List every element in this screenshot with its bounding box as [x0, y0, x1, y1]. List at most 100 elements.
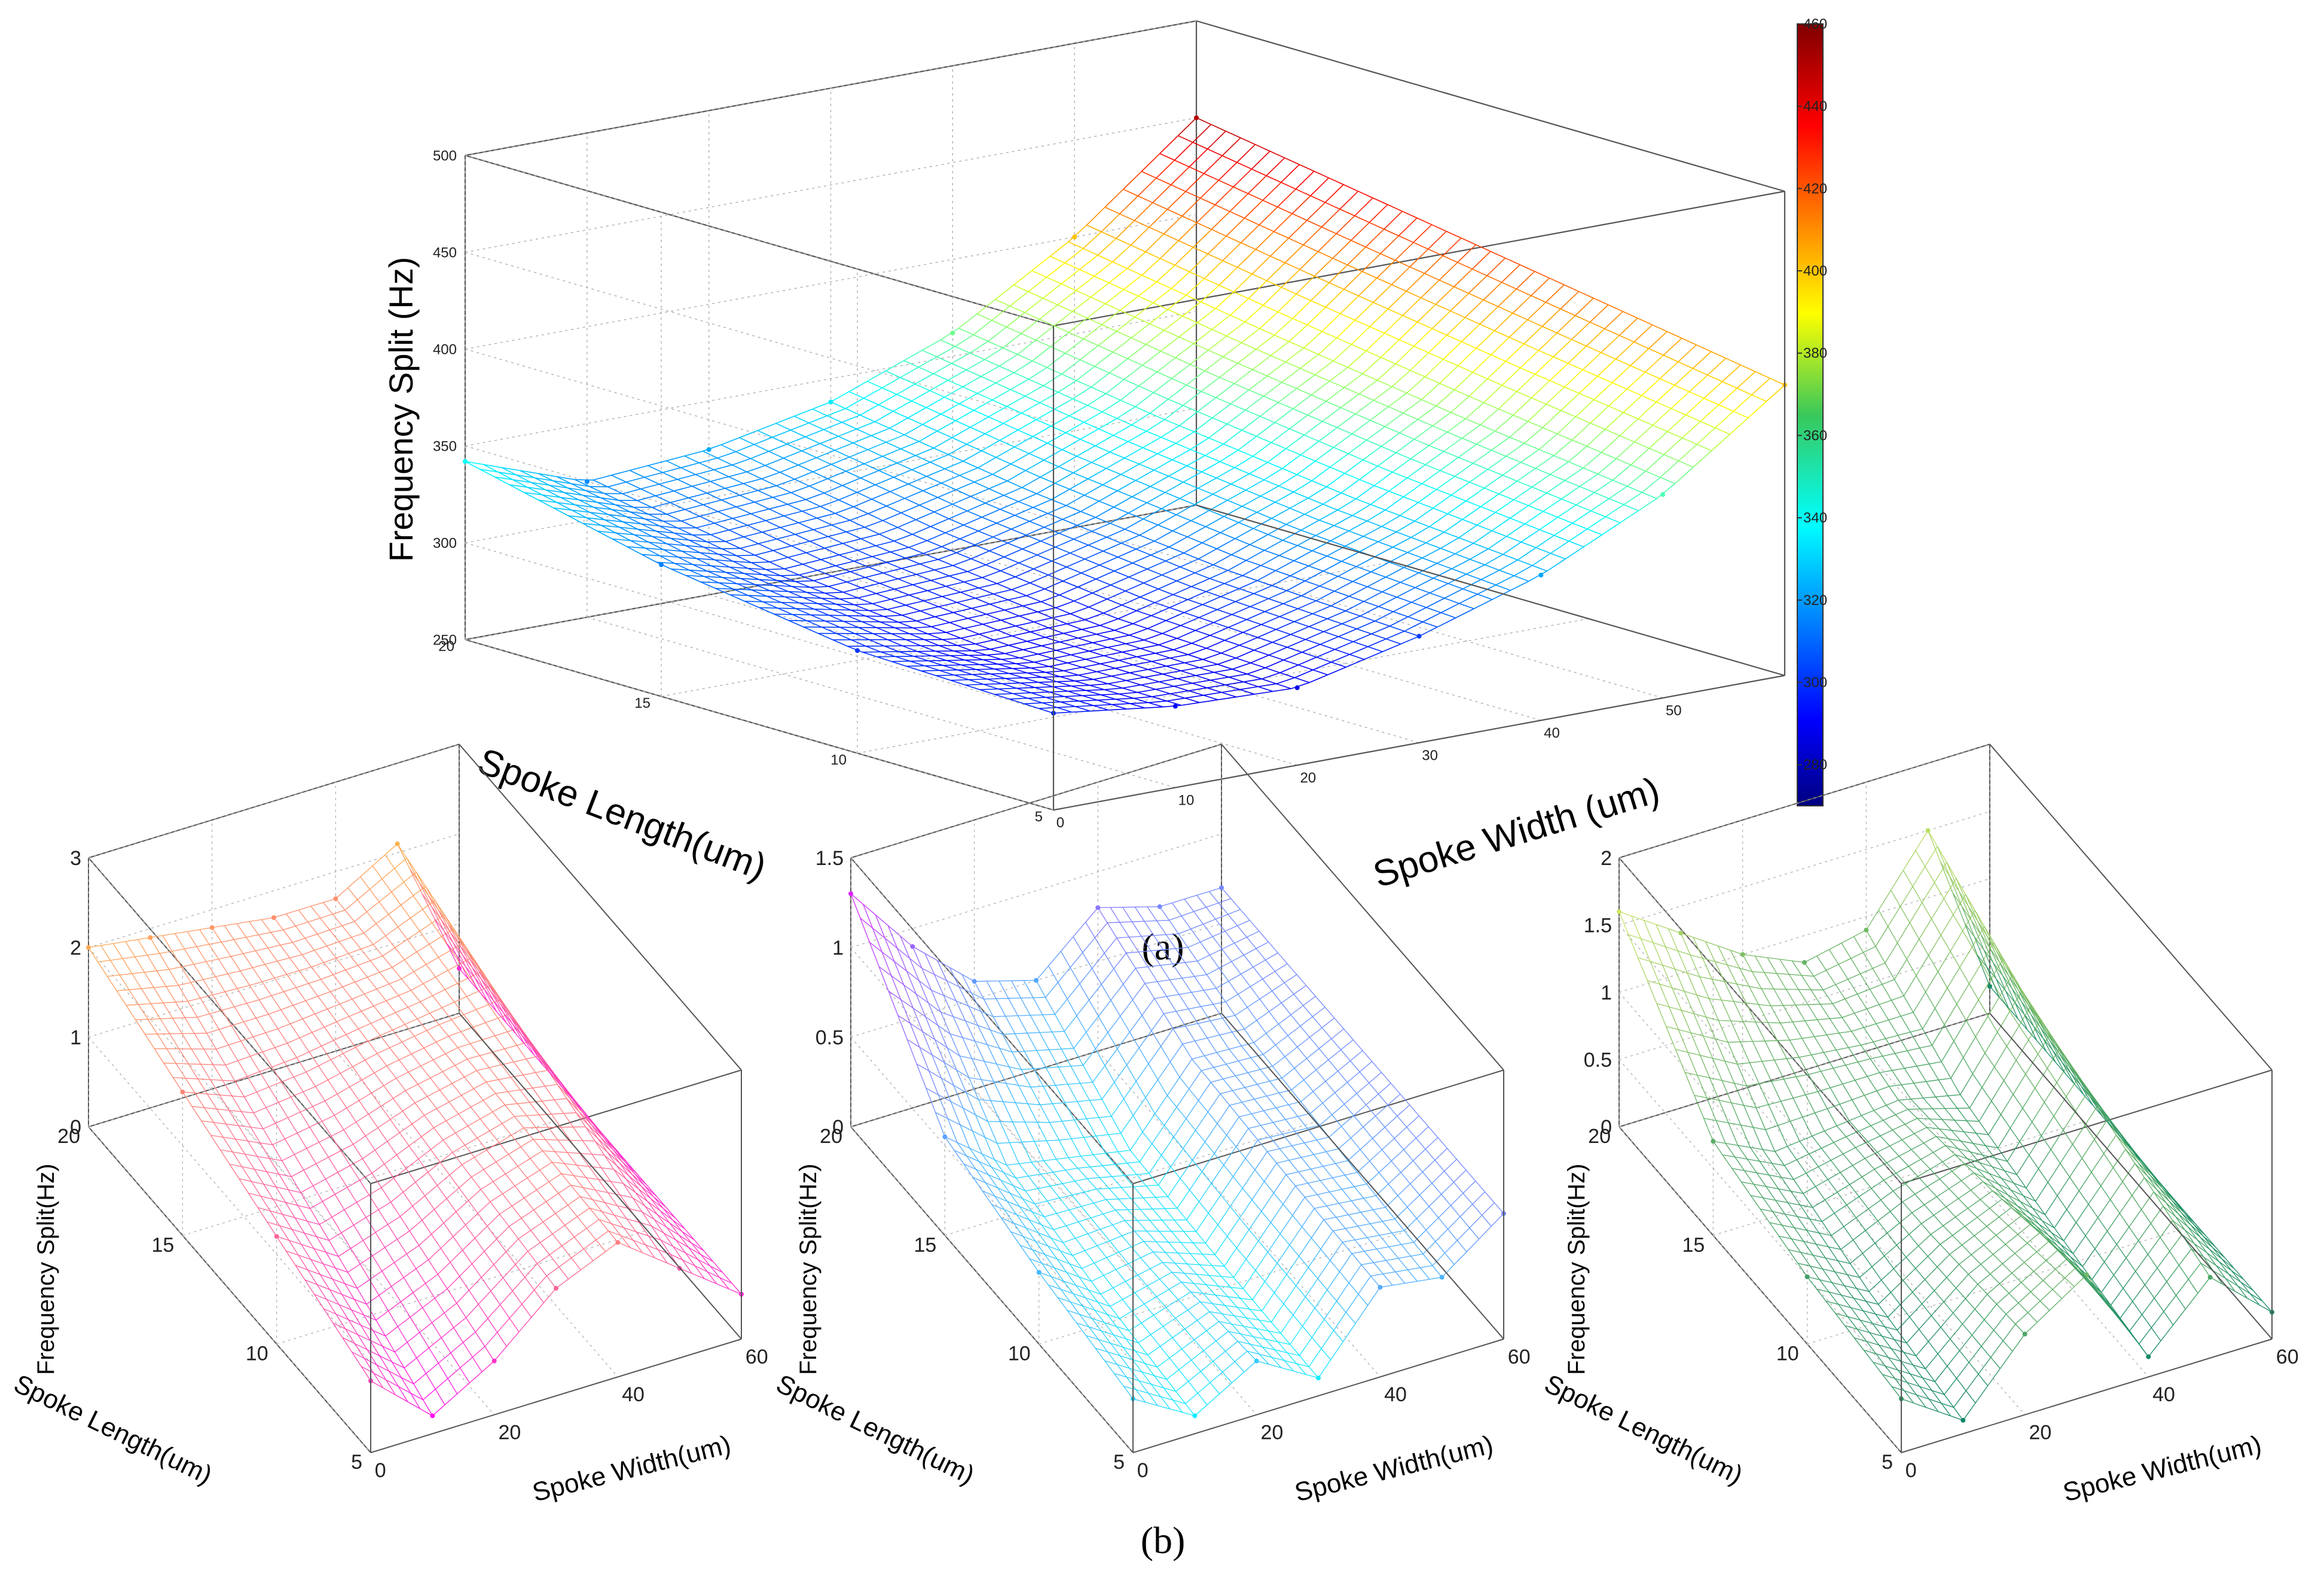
surface-mesh-line	[684, 456, 700, 464]
surface-mesh-line	[1100, 625, 1115, 631]
surface-mesh-line	[608, 1230, 621, 1236]
surface-mesh-line	[1479, 306, 1499, 325]
surface-mesh-line	[846, 531, 862, 540]
surface-mesh-line	[972, 650, 987, 656]
surface-mesh-line	[422, 1307, 432, 1324]
surface-mesh-line	[536, 1189, 546, 1202]
surface-mesh-line	[1195, 671, 1214, 676]
surface-mesh-line	[945, 460, 964, 469]
surface-mesh-line	[801, 450, 817, 459]
surface-mesh-line	[241, 1111, 252, 1128]
surface-mesh-line	[1268, 598, 1284, 604]
surface-mesh-line	[430, 1234, 441, 1249]
surface-mesh-line	[525, 1034, 539, 1053]
surface-mesh-line	[1156, 281, 1172, 289]
surface-mesh-line	[1277, 206, 1293, 215]
surface-mesh-line	[939, 645, 954, 652]
surface-mesh-line	[490, 1291, 501, 1305]
surface-mesh-line	[1017, 340, 1036, 355]
surface-mesh-line	[402, 1102, 416, 1112]
surface-mesh-line	[332, 974, 343, 988]
surface-mesh-line	[1106, 536, 1122, 544]
surface-mesh-line	[355, 1041, 368, 1048]
surface-mesh-line	[1321, 331, 1337, 339]
surface-mesh-line	[630, 540, 646, 549]
surface-mesh-line	[512, 479, 532, 483]
surface-mesh-line	[1024, 677, 1042, 678]
surface-mesh-line	[1237, 267, 1253, 275]
surface-mesh-line	[1667, 414, 1687, 432]
surface-mesh-line	[988, 406, 1007, 418]
surface-mesh-line	[1495, 575, 1514, 586]
surface-mesh-line	[1674, 368, 1693, 386]
surface-mesh-line	[434, 1288, 448, 1299]
surface-mesh-line	[1190, 520, 1206, 527]
surface-mesh-line	[766, 568, 784, 570]
surface-mesh-line	[190, 982, 201, 999]
surface-mesh-line	[1190, 510, 1210, 521]
surface-mesh-line	[790, 429, 806, 438]
surface-mesh-line	[552, 1233, 563, 1246]
surface-mesh-line	[927, 632, 946, 635]
surface-mesh-line	[1245, 409, 1260, 417]
surface-mesh-line	[1248, 375, 1268, 390]
surface-mesh-line	[283, 991, 294, 1005]
surface-mesh-line	[1404, 631, 1419, 637]
surface-mesh-line	[1264, 540, 1283, 551]
surface-mesh-line	[736, 502, 755, 508]
surface-mesh-line	[438, 1024, 449, 1037]
surface-mesh-line	[237, 988, 248, 1004]
surface-mesh-line	[1254, 649, 1269, 656]
surface-mesh-line	[477, 1130, 490, 1139]
surface-mesh-line	[600, 1137, 611, 1151]
surface-mesh-line	[1226, 423, 1242, 431]
surface-mesh-line	[407, 1341, 417, 1358]
surface-mesh-line	[885, 442, 901, 450]
surface-mesh-line	[470, 1043, 480, 1056]
surface-mesh-line	[1384, 412, 1404, 427]
surface-mesh-line	[1070, 613, 1086, 621]
surface-mesh-line	[1104, 206, 1120, 215]
surface-mesh-line	[538, 499, 554, 509]
surface-mesh-line	[1092, 638, 1111, 643]
surface-mesh-line	[817, 603, 833, 610]
surface-mesh-line	[615, 532, 631, 541]
surface-mesh-line	[480, 1189, 491, 1202]
surface-mesh-line	[455, 1125, 468, 1133]
surface-mesh-line	[1268, 647, 1288, 656]
surface-mesh-line	[162, 935, 173, 952]
surface-mesh-line	[1030, 631, 1046, 638]
surface-mesh-line	[1096, 629, 1115, 635]
surface-mesh-line	[1131, 337, 1146, 346]
surface-mesh-line	[1184, 604, 1203, 613]
surface-mesh-line	[860, 470, 879, 479]
surface-mesh-line	[529, 1102, 540, 1115]
surface-mesh-line	[1329, 282, 1345, 290]
surface-mesh-line	[890, 491, 905, 499]
surface-mesh-line	[1239, 637, 1258, 646]
surface-mesh-line	[359, 1179, 369, 1196]
surface-mesh-line	[897, 578, 913, 585]
surface-mesh-line	[452, 1145, 465, 1153]
surface-mesh-line	[1183, 405, 1198, 412]
surface-mesh-line	[744, 600, 764, 603]
surface-mesh-line	[1227, 490, 1246, 501]
surface-mesh-line	[1392, 537, 1412, 548]
surface-mesh-line	[1070, 654, 1086, 660]
surface-mesh-line	[1276, 677, 1295, 684]
surface-mesh-line	[783, 511, 802, 516]
surface-mesh-line	[659, 555, 679, 558]
surface-mesh-line	[287, 1117, 298, 1133]
surface-mesh-line	[794, 471, 813, 480]
surface-mesh-line	[820, 499, 839, 508]
surface-mesh-line	[1211, 124, 1226, 132]
surface-mesh-line	[511, 1197, 525, 1207]
surface-mesh-line	[336, 1021, 347, 1035]
surface-mesh-line	[1326, 555, 1342, 562]
surface-mesh-line	[1351, 240, 1366, 247]
surface-mesh-line	[956, 544, 975, 554]
surface-mesh-line	[1134, 220, 1150, 228]
surface-mesh-line	[955, 481, 975, 491]
surface-mesh-line	[1128, 576, 1144, 583]
surface-mesh-line	[790, 492, 807, 500]
